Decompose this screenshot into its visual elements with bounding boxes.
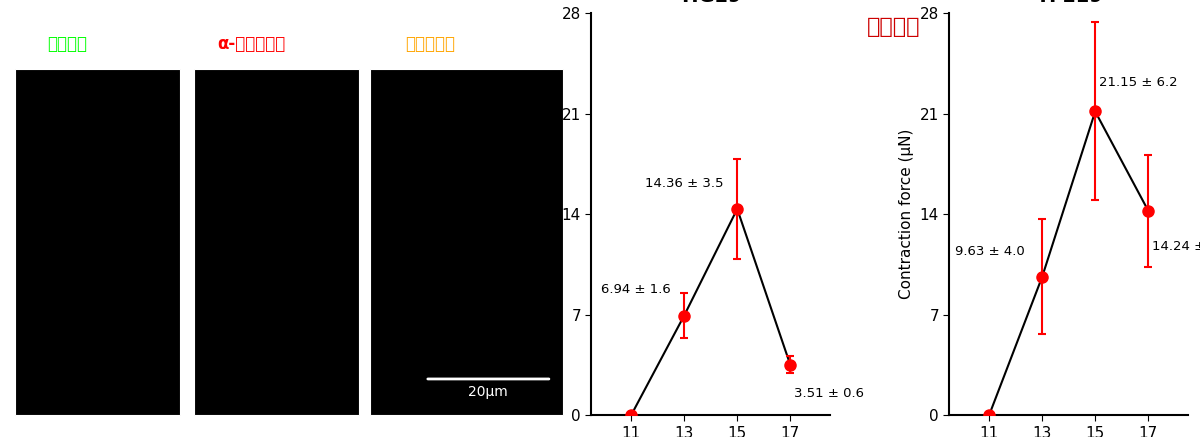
Text: 21.15 ± 6.2: 21.15 ± 6.2 bbox=[1099, 76, 1177, 89]
Text: 重ね合わせ: 重ね合わせ bbox=[406, 35, 456, 53]
Text: 9.63 ± 4.0: 9.63 ± 4.0 bbox=[955, 245, 1025, 257]
Title: TIGE9: TIGE9 bbox=[679, 0, 743, 6]
Text: α-アクチニン: α-アクチニン bbox=[217, 35, 286, 53]
Title: YFE19: YFE19 bbox=[1034, 0, 1103, 6]
Text: タイチン: タイチン bbox=[47, 35, 88, 53]
FancyBboxPatch shape bbox=[370, 69, 563, 415]
Text: 3.51 ± 0.6: 3.51 ± 0.6 bbox=[794, 387, 864, 400]
Text: 14.36 ± 3.5: 14.36 ± 3.5 bbox=[646, 177, 724, 190]
Text: 筋収縮力: 筋収縮力 bbox=[868, 17, 920, 38]
Text: 14.24 ± 3.9: 14.24 ± 3.9 bbox=[1152, 240, 1200, 253]
Text: 6.94 ± 1.6: 6.94 ± 1.6 bbox=[601, 283, 671, 296]
FancyBboxPatch shape bbox=[14, 69, 180, 415]
FancyBboxPatch shape bbox=[193, 69, 359, 415]
Y-axis label: Contraction force (μN): Contraction force (μN) bbox=[899, 129, 914, 299]
Text: 20μm: 20μm bbox=[468, 385, 509, 399]
Y-axis label: Contraction force (μN): Contraction force (μN) bbox=[541, 129, 556, 299]
